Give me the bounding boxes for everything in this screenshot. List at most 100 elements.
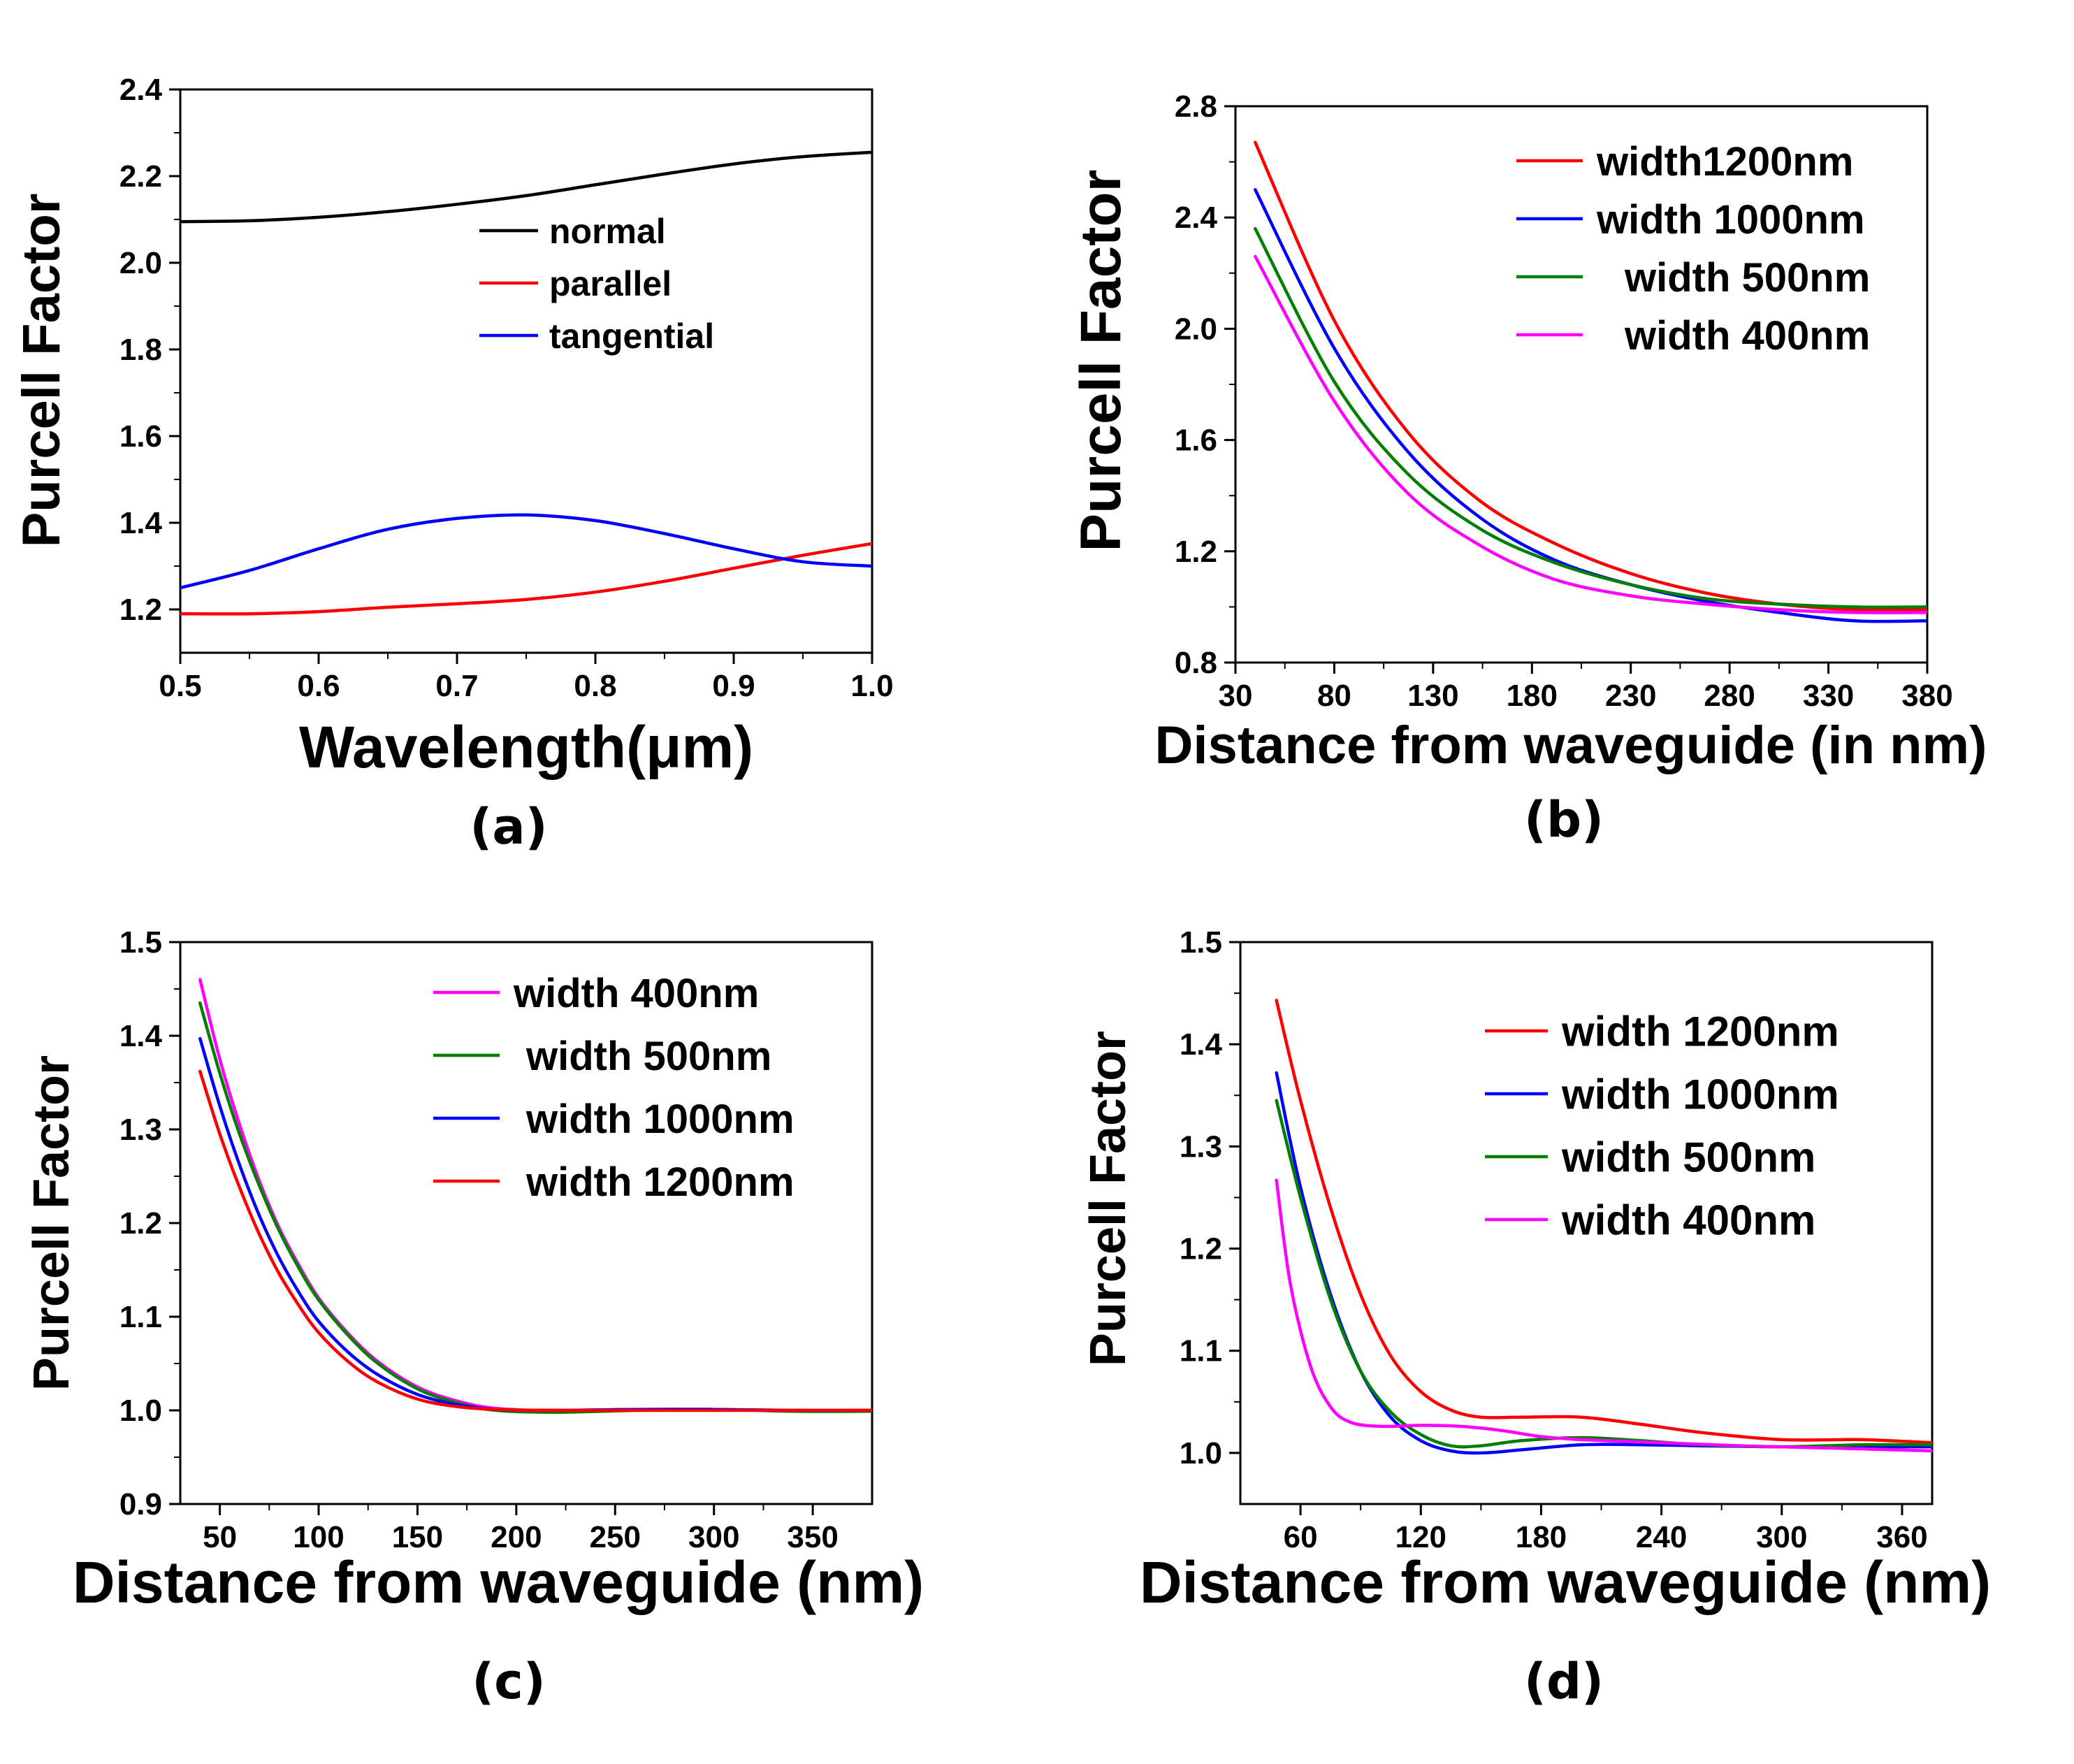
x-tick-label: 50 <box>203 1520 237 1554</box>
y-tick-label: 1.4 <box>1180 1027 1223 1062</box>
legend-label: width1200nm <box>1596 139 1853 185</box>
y-tick-label: 1.1 <box>1180 1334 1222 1368</box>
legend-label: tangential <box>549 317 714 356</box>
plot-frame <box>179 88 873 654</box>
series-line-tangential <box>180 513 872 590</box>
y-tick-label: 2.8 <box>1175 89 1217 124</box>
x-tick-label: 80 <box>1317 679 1351 713</box>
y-tick-label: 1.4 <box>119 506 163 540</box>
y-tick-label: 1.3 <box>1180 1129 1222 1164</box>
chart-panel-b: 0.8 1.2 1.6 2.0 2.4 2.8 30 80 130 180 230 280 330 380… <box>1069 89 1987 848</box>
x-tick-label: 380 <box>1901 679 1952 713</box>
x-tick-label: 330 <box>1803 679 1854 713</box>
legend-label: width 1200nm <box>1561 1008 1839 1055</box>
x-tick-label: 300 <box>1756 1520 1807 1554</box>
y-tick-label: 1.2 <box>1175 535 1217 569</box>
panel-label: (c) <box>472 1653 545 1710</box>
x-tick-label: 0.5 <box>159 669 201 703</box>
x-tick-label: 360 <box>1876 1520 1927 1554</box>
y-tick-label: 1.5 <box>1180 925 1222 960</box>
series-line-normal <box>180 150 872 224</box>
y-tick-label: 1.6 <box>1175 424 1217 458</box>
x-tick-label: 0.8 <box>574 669 616 703</box>
y-tick-label: 1.4 <box>119 1019 163 1053</box>
x-tick-label: 130 <box>1407 679 1458 713</box>
legend-label: parallel <box>549 264 672 303</box>
y-tick-label: 1.0 <box>1180 1436 1222 1470</box>
x-tick-label: 150 <box>392 1520 443 1554</box>
x-tick-label: 200 <box>491 1520 542 1554</box>
y-tick-label: 2.4 <box>119 73 163 107</box>
x-tick-label: 0.9 <box>712 669 755 703</box>
x-tick-label: 120 <box>1395 1520 1446 1554</box>
chart-panel-c: 0.9 1.0 1.1 1.2 1.3 1.4 1.5 50 100 150 200 250 300 35… <box>24 925 924 1710</box>
y-tick-label: 1.1 <box>119 1300 162 1334</box>
y-axis-title: Purcell Factor <box>24 1055 80 1391</box>
x-tick-label: 300 <box>688 1520 739 1554</box>
series-group <box>198 978 872 1414</box>
y-tick-label: 2.4 <box>1175 201 1218 235</box>
series-line-width-1200nm <box>198 1069 872 1412</box>
series-line-width-1200nm <box>1275 999 1932 1445</box>
y-tick-label: 1.2 <box>119 1206 162 1241</box>
y-axis-title: Purcell Factor <box>1069 170 1133 552</box>
legend-label: width 1200nm <box>525 1159 795 1205</box>
series-line-width-500nm <box>1254 226 1927 609</box>
x-tick-label: 60 <box>1284 1520 1318 1554</box>
panel-label: (a) <box>470 798 547 855</box>
x-tick-label: 180 <box>1507 679 1558 713</box>
legend: width1200nm width 1000nm width 500nm width … <box>1516 139 1870 359</box>
legend: width 1200nm width 1000nm width 500nm width… <box>1485 1008 1839 1244</box>
x-tick-label: 0.7 <box>435 669 478 703</box>
legend-label: width 1000nm <box>1596 197 1865 243</box>
series-line-width-400nm <box>1275 1178 1932 1453</box>
x-tick-label: 30 <box>1219 679 1253 713</box>
y-tick-label: 1.3 <box>119 1113 162 1147</box>
x-tick-label: 100 <box>293 1520 344 1554</box>
legend-label: width 400nm <box>1561 1197 1815 1244</box>
legend-label: width 1000nm <box>525 1097 795 1142</box>
y-tick-label: 1.6 <box>119 419 162 454</box>
x-tick-label: 240 <box>1636 1520 1687 1554</box>
legend-label: width 1000nm <box>1561 1071 1839 1118</box>
x-axis-title: Distance from waveguide (nm) <box>73 1549 924 1615</box>
x-tick-label: 180 <box>1516 1520 1567 1554</box>
x-axis-title: Distance from waveguide (nm) <box>1140 1549 1991 1615</box>
legend-label: width 400nm <box>1624 313 1870 359</box>
x-tick-label: 230 <box>1605 679 1656 713</box>
plot-frame <box>179 941 873 1505</box>
y-axis-title: Purcell Factor <box>12 194 71 548</box>
legend-label: width 400nm <box>513 971 759 1016</box>
series-group <box>1275 999 1932 1455</box>
x-tick-label: 280 <box>1704 679 1755 713</box>
y-tick-label: 1.5 <box>119 925 162 960</box>
series-group <box>180 150 872 616</box>
chart-panel-a: 1.2 1.4 1.6 1.8 2.0 2.2 2.4 0.5 0.6 0.7 0.8 0.9 1.0 n… <box>12 73 894 855</box>
series-line-width-1000nm <box>198 1036 872 1412</box>
y-tick-label: 1.2 <box>119 593 162 627</box>
x-axis-title: Wavelength(μm) <box>299 714 753 780</box>
x-tick-label: 350 <box>787 1520 838 1554</box>
y-axis-title: Purcell Factor <box>1080 1031 1136 1366</box>
y-tick-label: 2.0 <box>119 246 162 280</box>
chart-panel-d: 1.0 1.1 1.2 1.3 1.4 1.5 60 120 180 240 300 360 width… <box>1080 925 1991 1710</box>
panel-label: (d) <box>1524 1653 1604 1710</box>
y-tick-label: 0.8 <box>1175 646 1217 680</box>
y-tick-label: 2.2 <box>119 159 162 194</box>
series-line-parallel <box>180 542 872 616</box>
legend: normal parallel tangential <box>479 212 714 356</box>
x-axis-title: Distance from waveguide (in nm) <box>1155 716 1987 775</box>
legend-label: width 500nm <box>1624 255 1870 301</box>
y-tick-label: 1.2 <box>1180 1232 1222 1266</box>
legend-label: width 500nm <box>1561 1134 1815 1181</box>
plot-frame <box>1239 941 1934 1505</box>
series-line-width-1000nm <box>1254 188 1927 623</box>
legend: width 400nm width 500nm width 1000nm width … <box>433 971 795 1205</box>
y-tick-label: 1.0 <box>119 1394 162 1428</box>
y-tick-label: 1.8 <box>119 333 162 367</box>
legend-label: normal <box>549 212 666 251</box>
y-tick-label: 0.9 <box>119 1487 162 1521</box>
y-tick-label: 2.0 <box>1175 312 1217 346</box>
series-group <box>1254 140 1927 623</box>
